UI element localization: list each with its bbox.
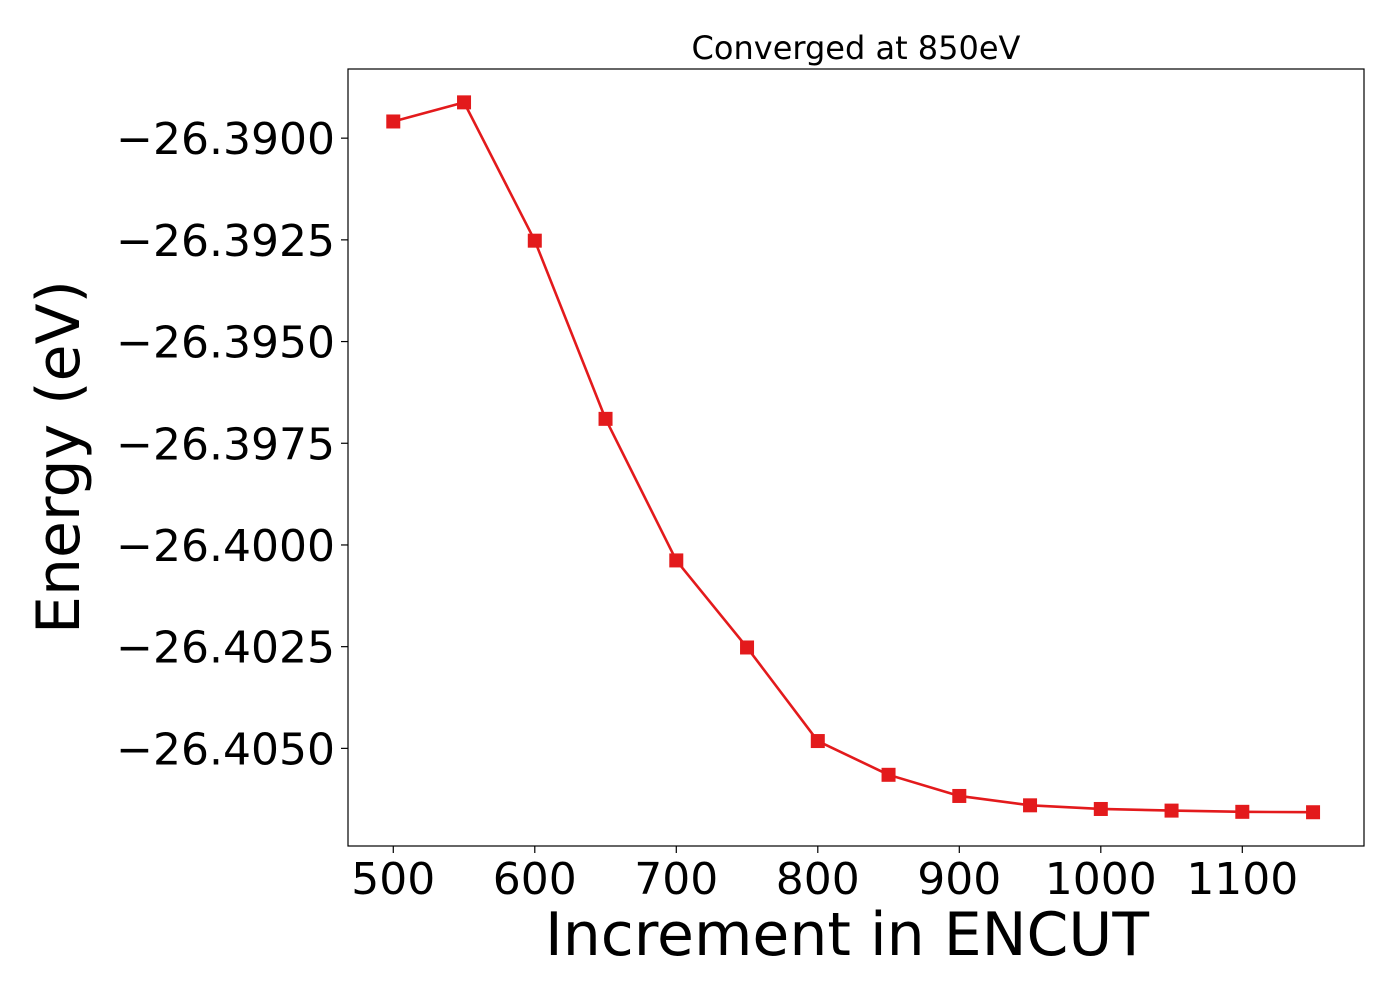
data-point-marker: [881, 767, 896, 782]
x-tick-label: 700: [634, 854, 718, 905]
data-point-marker: [740, 640, 755, 655]
data-point-marker: [527, 233, 542, 248]
data-point-marker: [598, 411, 613, 426]
x-axis: 500 600 700 800 900 1000 1100: [351, 846, 1298, 905]
y-axis: −26.3900 −26.3925 −26.3950 −26.3975 −26.4000…: [116, 114, 348, 775]
x-tick-label: 600: [493, 854, 577, 905]
y-tick-label: −26.3950: [116, 318, 335, 369]
data-point-marker: [952, 788, 967, 803]
x-tick-label: 800: [776, 854, 860, 905]
series-energy: [386, 95, 1321, 820]
data-point-marker: [1306, 805, 1321, 820]
data-point-marker: [1093, 801, 1108, 816]
y-axis-label: Energy (eV): [24, 280, 94, 634]
data-point-marker: [1235, 804, 1250, 819]
data-point-marker: [457, 95, 472, 110]
data-point-marker: [810, 734, 825, 749]
y-tick-label: −26.3925: [116, 216, 335, 267]
y-tick-label: −26.4000: [116, 521, 335, 572]
data-point-marker: [386, 114, 401, 129]
y-tick-label: −26.4050: [116, 724, 335, 775]
series-line: [392, 101, 1314, 814]
chart-title: Converged at 850eV: [692, 29, 1021, 67]
x-tick-label: 900: [917, 854, 1001, 905]
plot-frame: [347, 68, 1365, 847]
data-point-marker: [669, 553, 684, 568]
y-tick-label: −26.4025: [116, 623, 335, 674]
y-tick-label: −26.3975: [116, 419, 335, 470]
data-point-marker: [1164, 803, 1179, 818]
x-axis-label: Increment in ENCUT: [545, 900, 1149, 970]
x-tick-label: 1100: [1186, 854, 1298, 905]
x-tick-label: 500: [351, 854, 435, 905]
x-tick-label: 1000: [1045, 854, 1157, 905]
y-tick-label: −26.3900: [116, 114, 335, 165]
data-point-marker: [1023, 798, 1038, 813]
